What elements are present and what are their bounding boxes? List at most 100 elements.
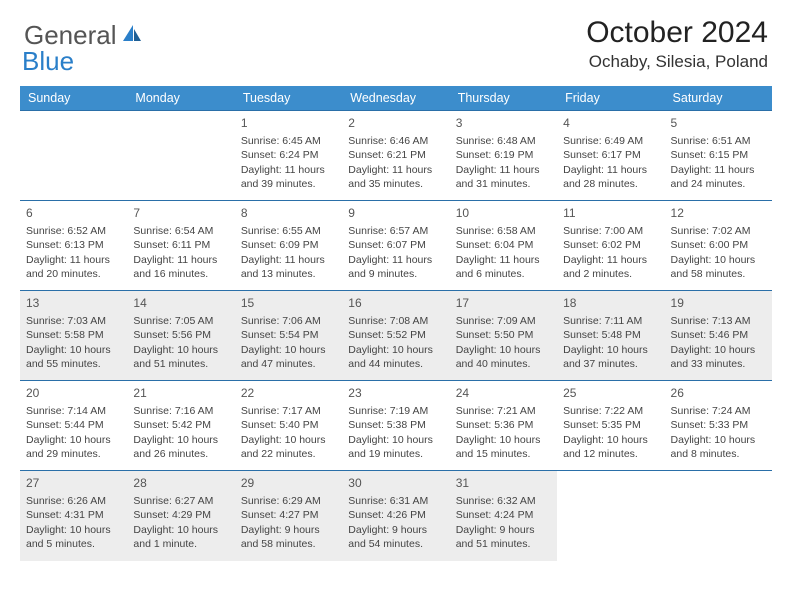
weekday-header: Tuesday bbox=[235, 86, 342, 111]
calendar-day-cell: 7Sunrise: 6:54 AMSunset: 6:11 PMDaylight… bbox=[127, 201, 234, 291]
daylight-text: Daylight: 10 hours and 1 minute. bbox=[133, 523, 228, 551]
sunset-text: Sunset: 6:04 PM bbox=[456, 238, 551, 252]
calendar-day-cell: 2Sunrise: 6:46 AMSunset: 6:21 PMDaylight… bbox=[342, 111, 449, 201]
sunrise-text: Sunrise: 6:55 AM bbox=[241, 224, 336, 238]
calendar-week-row: 27Sunrise: 6:26 AMSunset: 4:31 PMDayligh… bbox=[20, 471, 772, 561]
weekday-header: Saturday bbox=[665, 86, 772, 111]
calendar-day-cell: 5Sunrise: 6:51 AMSunset: 6:15 PMDaylight… bbox=[665, 111, 772, 201]
calendar-day-cell: 24Sunrise: 7:21 AMSunset: 5:36 PMDayligh… bbox=[450, 381, 557, 471]
daylight-text: Daylight: 10 hours and 29 minutes. bbox=[26, 433, 121, 461]
daylight-text: Daylight: 11 hours and 35 minutes. bbox=[348, 163, 443, 191]
calendar-day-cell: 28Sunrise: 6:27 AMSunset: 4:29 PMDayligh… bbox=[127, 471, 234, 561]
daylight-text: Daylight: 10 hours and 33 minutes. bbox=[671, 343, 766, 371]
daylight-text: Daylight: 11 hours and 9 minutes. bbox=[348, 253, 443, 281]
sunrise-text: Sunrise: 7:05 AM bbox=[133, 314, 228, 328]
sunrise-text: Sunrise: 6:51 AM bbox=[671, 134, 766, 148]
daylight-text: Daylight: 11 hours and 39 minutes. bbox=[241, 163, 336, 191]
daylight-text: Daylight: 10 hours and 15 minutes. bbox=[456, 433, 551, 461]
day-number: 20 bbox=[26, 385, 121, 401]
calendar-empty-cell bbox=[557, 471, 664, 561]
brand-accent: Blue bbox=[22, 46, 74, 76]
title-block: October 2024 Ochaby, Silesia, Poland bbox=[586, 16, 768, 72]
day-number: 5 bbox=[671, 115, 766, 131]
day-number: 15 bbox=[241, 295, 336, 311]
day-number: 18 bbox=[563, 295, 658, 311]
sunrise-text: Sunrise: 7:14 AM bbox=[26, 404, 121, 418]
sunrise-text: Sunrise: 6:48 AM bbox=[456, 134, 551, 148]
day-number: 30 bbox=[348, 475, 443, 491]
calendar-day-cell: 12Sunrise: 7:02 AMSunset: 6:00 PMDayligh… bbox=[665, 201, 772, 291]
day-number: 1 bbox=[241, 115, 336, 131]
calendar-day-cell: 16Sunrise: 7:08 AMSunset: 5:52 PMDayligh… bbox=[342, 291, 449, 381]
daylight-text: Daylight: 10 hours and 40 minutes. bbox=[456, 343, 551, 371]
sunrise-text: Sunrise: 6:32 AM bbox=[456, 494, 551, 508]
day-number: 13 bbox=[26, 295, 121, 311]
calendar-table: SundayMondayTuesdayWednesdayThursdayFrid… bbox=[20, 86, 772, 561]
sunset-text: Sunset: 5:38 PM bbox=[348, 418, 443, 432]
sunrise-text: Sunrise: 7:22 AM bbox=[563, 404, 658, 418]
calendar-week-row: 6Sunrise: 6:52 AMSunset: 6:13 PMDaylight… bbox=[20, 201, 772, 291]
sunset-text: Sunset: 5:35 PM bbox=[563, 418, 658, 432]
sunrise-text: Sunrise: 6:57 AM bbox=[348, 224, 443, 238]
calendar-day-cell: 10Sunrise: 6:58 AMSunset: 6:04 PMDayligh… bbox=[450, 201, 557, 291]
calendar-day-cell: 4Sunrise: 6:49 AMSunset: 6:17 PMDaylight… bbox=[557, 111, 664, 201]
sunset-text: Sunset: 4:26 PM bbox=[348, 508, 443, 522]
sunset-text: Sunset: 4:27 PM bbox=[241, 508, 336, 522]
brand-accent-wrap: Blue bbox=[24, 46, 74, 77]
sunrise-text: Sunrise: 6:46 AM bbox=[348, 134, 443, 148]
sunset-text: Sunset: 5:48 PM bbox=[563, 328, 658, 342]
sunset-text: Sunset: 5:56 PM bbox=[133, 328, 228, 342]
calendar-week-row: 1Sunrise: 6:45 AMSunset: 6:24 PMDaylight… bbox=[20, 111, 772, 201]
sunrise-text: Sunrise: 6:26 AM bbox=[26, 494, 121, 508]
calendar-day-cell: 1Sunrise: 6:45 AMSunset: 6:24 PMDaylight… bbox=[235, 111, 342, 201]
calendar-day-cell: 18Sunrise: 7:11 AMSunset: 5:48 PMDayligh… bbox=[557, 291, 664, 381]
calendar-day-cell: 25Sunrise: 7:22 AMSunset: 5:35 PMDayligh… bbox=[557, 381, 664, 471]
sunset-text: Sunset: 6:11 PM bbox=[133, 238, 228, 252]
sunset-text: Sunset: 5:42 PM bbox=[133, 418, 228, 432]
calendar-day-cell: 15Sunrise: 7:06 AMSunset: 5:54 PMDayligh… bbox=[235, 291, 342, 381]
day-number: 7 bbox=[133, 205, 228, 221]
calendar-day-cell: 27Sunrise: 6:26 AMSunset: 4:31 PMDayligh… bbox=[20, 471, 127, 561]
sunrise-text: Sunrise: 7:11 AM bbox=[563, 314, 658, 328]
day-number: 31 bbox=[456, 475, 551, 491]
sunset-text: Sunset: 6:19 PM bbox=[456, 148, 551, 162]
daylight-text: Daylight: 10 hours and 26 minutes. bbox=[133, 433, 228, 461]
daylight-text: Daylight: 11 hours and 31 minutes. bbox=[456, 163, 551, 191]
sunset-text: Sunset: 5:44 PM bbox=[26, 418, 121, 432]
sunset-text: Sunset: 5:40 PM bbox=[241, 418, 336, 432]
sunset-text: Sunset: 6:15 PM bbox=[671, 148, 766, 162]
sunrise-text: Sunrise: 7:06 AM bbox=[241, 314, 336, 328]
weekday-header: Sunday bbox=[20, 86, 127, 111]
weekday-header: Monday bbox=[127, 86, 234, 111]
sunset-text: Sunset: 4:24 PM bbox=[456, 508, 551, 522]
daylight-text: Daylight: 10 hours and 51 minutes. bbox=[133, 343, 228, 371]
daylight-text: Daylight: 9 hours and 58 minutes. bbox=[241, 523, 336, 551]
sunset-text: Sunset: 5:52 PM bbox=[348, 328, 443, 342]
sunset-text: Sunset: 4:31 PM bbox=[26, 508, 121, 522]
sunrise-text: Sunrise: 6:58 AM bbox=[456, 224, 551, 238]
calendar-day-cell: 26Sunrise: 7:24 AMSunset: 5:33 PMDayligh… bbox=[665, 381, 772, 471]
calendar-header-row: SundayMondayTuesdayWednesdayThursdayFrid… bbox=[20, 86, 772, 111]
sunset-text: Sunset: 6:00 PM bbox=[671, 238, 766, 252]
daylight-text: Daylight: 11 hours and 13 minutes. bbox=[241, 253, 336, 281]
sunset-text: Sunset: 5:58 PM bbox=[26, 328, 121, 342]
daylight-text: Daylight: 10 hours and 19 minutes. bbox=[348, 433, 443, 461]
sunrise-text: Sunrise: 6:45 AM bbox=[241, 134, 336, 148]
day-number: 19 bbox=[671, 295, 766, 311]
day-number: 24 bbox=[456, 385, 551, 401]
sunrise-text: Sunrise: 7:09 AM bbox=[456, 314, 551, 328]
calendar-day-cell: 21Sunrise: 7:16 AMSunset: 5:42 PMDayligh… bbox=[127, 381, 234, 471]
sunset-text: Sunset: 5:36 PM bbox=[456, 418, 551, 432]
day-number: 22 bbox=[241, 385, 336, 401]
sunset-text: Sunset: 5:33 PM bbox=[671, 418, 766, 432]
sunrise-text: Sunrise: 7:24 AM bbox=[671, 404, 766, 418]
daylight-text: Daylight: 10 hours and 22 minutes. bbox=[241, 433, 336, 461]
day-number: 16 bbox=[348, 295, 443, 311]
sunrise-text: Sunrise: 7:03 AM bbox=[26, 314, 121, 328]
calendar-day-cell: 19Sunrise: 7:13 AMSunset: 5:46 PMDayligh… bbox=[665, 291, 772, 381]
location-subtitle: Ochaby, Silesia, Poland bbox=[586, 52, 768, 72]
daylight-text: Daylight: 10 hours and 44 minutes. bbox=[348, 343, 443, 371]
calendar-day-cell: 23Sunrise: 7:19 AMSunset: 5:38 PMDayligh… bbox=[342, 381, 449, 471]
sunrise-text: Sunrise: 6:52 AM bbox=[26, 224, 121, 238]
day-number: 23 bbox=[348, 385, 443, 401]
